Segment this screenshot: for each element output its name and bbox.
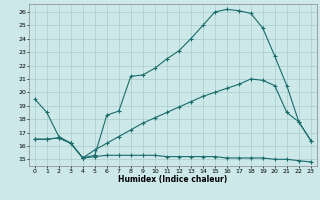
X-axis label: Humidex (Indice chaleur): Humidex (Indice chaleur) (118, 175, 228, 184)
